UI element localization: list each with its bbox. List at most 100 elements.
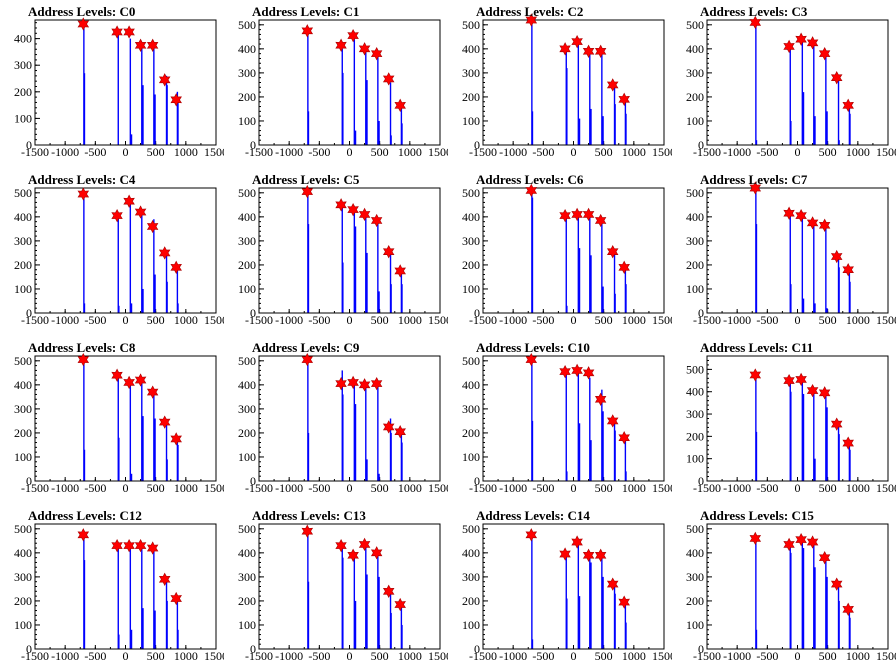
x-tick-label: -1500: [21, 313, 49, 327]
y-tick-label: 500: [462, 18, 480, 32]
x-tick-label: -1000: [723, 145, 751, 159]
x-tick-label: -1500: [21, 145, 49, 159]
peak-marker: [358, 378, 371, 392]
peak-marker: [606, 577, 619, 591]
peak-marker: [806, 216, 819, 230]
plot-frame: [706, 187, 889, 314]
y-tick-label: 500: [686, 362, 704, 376]
peak-marker: [559, 364, 571, 379]
x-tick-label: 500: [595, 145, 613, 159]
y-tick-label: 100: [238, 114, 256, 128]
y-tick-label: 200: [686, 429, 704, 443]
peak-marker: [394, 597, 406, 612]
peak-marker: [347, 548, 359, 562]
x-tick-label: -1500: [693, 481, 721, 495]
x-tick-label: 500: [371, 145, 389, 159]
y-tick-label: 500: [686, 18, 704, 32]
peak-marker: [146, 385, 159, 399]
chart-title: Address Levels: C9: [252, 340, 360, 355]
peak-marker: [795, 208, 807, 223]
chart-title: Address Levels: C15: [700, 508, 814, 523]
y-tick-label: 300: [686, 234, 704, 248]
y-tick-label: 400: [14, 32, 32, 46]
y-tick-label: 200: [238, 90, 256, 104]
peak-marker: [382, 245, 395, 259]
peak-marker: [111, 25, 123, 39]
x-tick-label: 1500: [652, 481, 672, 495]
x-tick-label: 500: [147, 481, 165, 495]
y-tick-label: 0: [250, 138, 256, 152]
peak-marker: [795, 372, 807, 387]
x-tick-label: 0: [123, 649, 129, 663]
y-tick-label: 400: [686, 385, 704, 399]
y-tick-label: 400: [14, 210, 32, 224]
y-tick-label: 0: [474, 306, 480, 320]
peak-marker: [830, 577, 843, 591]
peak-marker: [618, 595, 630, 609]
x-tick-label: 0: [123, 313, 129, 327]
chart-panel-c3: -1500-1000 -500 0 500 1000 1500 0 100 200 300 400 5…: [672, 0, 896, 168]
x-tick-label: 500: [147, 313, 165, 327]
peak-marker: [806, 535, 819, 549]
x-tick-label: -500: [84, 313, 106, 327]
x-tick-label: 1500: [428, 481, 448, 495]
peak-marker: [158, 415, 171, 429]
peak-marker: [582, 44, 595, 58]
x-tick-label: -1000: [51, 649, 79, 663]
y-tick-label: 100: [462, 450, 480, 464]
x-tick-label: -1000: [723, 481, 751, 495]
peak-marker: [111, 368, 123, 382]
peak-marker: [818, 551, 831, 565]
y-tick-label: 0: [474, 642, 480, 656]
x-tick-label: 0: [795, 145, 801, 159]
y-tick-label: 100: [686, 452, 704, 466]
peak-marker: [146, 219, 159, 234]
x-tick-label: 1000: [846, 649, 870, 663]
x-tick-label: -1500: [21, 481, 49, 495]
y-tick-label: 0: [698, 474, 704, 488]
peak-marker: [134, 205, 147, 219]
peak-marker: [170, 591, 182, 606]
x-tick-label: 1000: [622, 313, 646, 327]
x-tick-label: -1500: [245, 481, 273, 495]
x-tick-label: -500: [84, 145, 106, 159]
chart-plot: -1500-1000 -500 0 500 1000 1500 0 100 200 300 400 5…: [462, 183, 672, 327]
x-tick-label: 1000: [174, 481, 198, 495]
plot-frame: [706, 355, 889, 482]
x-tick-label: -1000: [51, 481, 79, 495]
peak-marker: [77, 528, 90, 542]
peak-marker: [158, 73, 171, 87]
peak-marker: [795, 532, 807, 547]
y-tick-label: 400: [238, 42, 256, 56]
peak-marker: [134, 373, 147, 387]
peak-marker: [571, 363, 583, 378]
y-tick-label: 100: [462, 282, 480, 296]
x-tick-label: 0: [795, 649, 801, 663]
peak-marker: [818, 386, 831, 400]
peak-marker: [358, 207, 371, 222]
peak-marker: [382, 420, 395, 434]
chart-title: Address Levels: C10: [476, 340, 590, 355]
x-tick-label: -1500: [469, 481, 497, 495]
x-tick-label: -500: [756, 313, 778, 327]
y-tick-label: 0: [698, 138, 704, 152]
x-tick-label: -1000: [499, 649, 527, 663]
y-tick-label: 300: [238, 402, 256, 416]
y-tick-label: 100: [686, 282, 704, 296]
x-tick-label: 1000: [846, 145, 870, 159]
x-tick-label: 1500: [652, 313, 672, 327]
y-tick-label: 400: [462, 42, 480, 56]
peak-marker: [111, 208, 123, 223]
x-tick-label: -1000: [51, 145, 79, 159]
chart-panel-c7: -1500-1000 -500 0 500 1000 1500 0 100 200 300 400 5…: [672, 168, 896, 336]
peak-marker: [170, 432, 182, 446]
peak-marker: [525, 528, 538, 542]
peak-marker: [301, 524, 314, 538]
y-tick-label: 400: [462, 546, 480, 560]
chart-panel-c15: -1500-1000 -500 0 500 1000 1500 0 100 200 300 400 5…: [672, 504, 896, 672]
y-tick-label: 100: [686, 114, 704, 128]
x-tick-label: -500: [756, 145, 778, 159]
chart-plot: -1500-1000 -500 0 500 1000 1500 0 100 200 300 400 5…: [14, 186, 224, 327]
peak-marker: [358, 537, 371, 552]
chart-title: Address Levels: C2: [476, 4, 584, 19]
